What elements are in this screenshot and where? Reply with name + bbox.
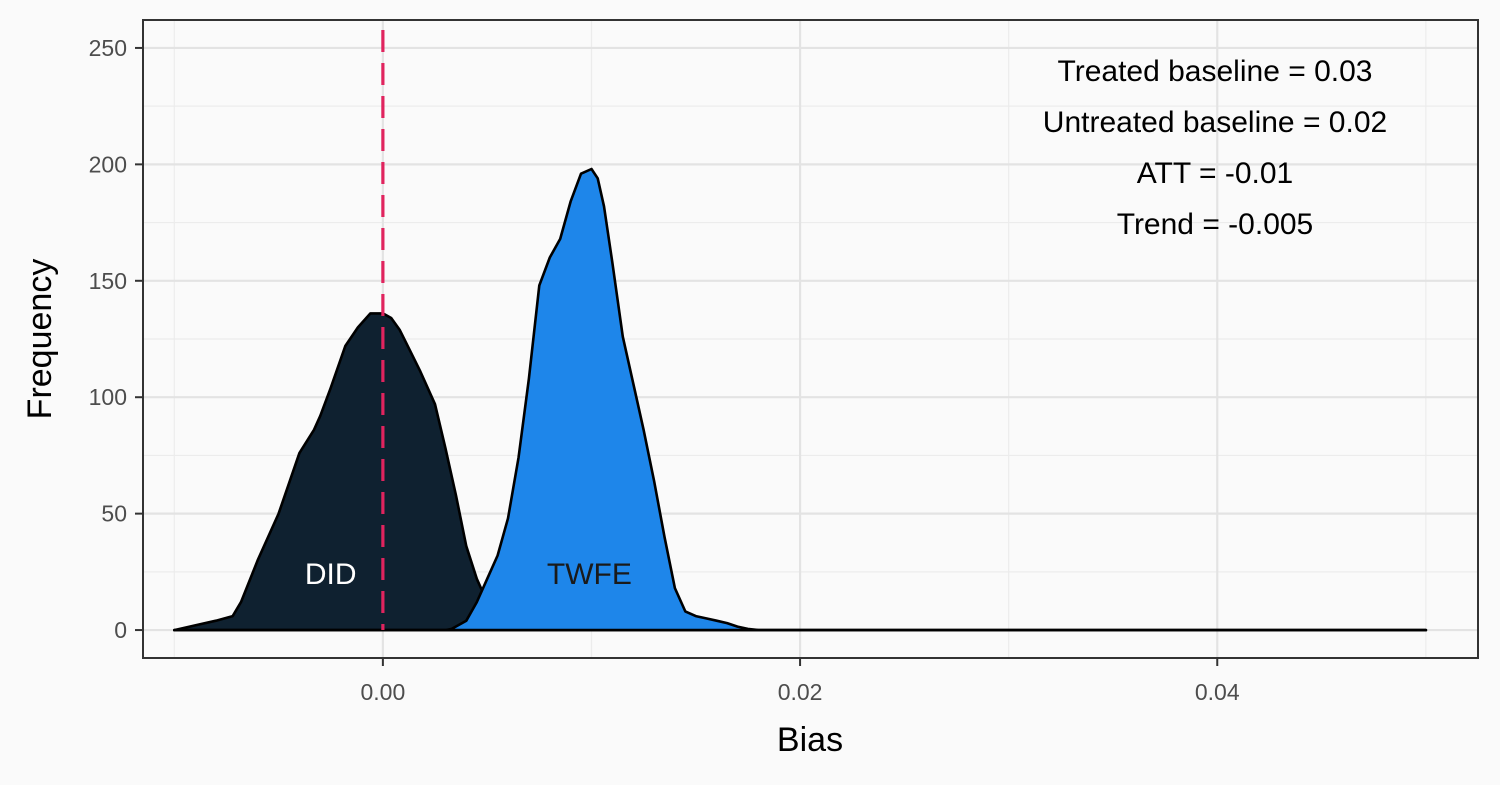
y-tick-label: 0 bbox=[114, 617, 127, 643]
y-tick-label: 50 bbox=[101, 501, 127, 527]
series-labels: DID TWFE bbox=[305, 558, 632, 591]
axes: 0.00 0.02 0.04 0 50 100 150 200 250 bbox=[89, 35, 1240, 705]
x-axis-title: Bias bbox=[777, 721, 843, 759]
y-axis-title: Frequency bbox=[21, 259, 59, 420]
density-areas bbox=[173, 167, 1428, 632]
annotations: Treated baseline = 0.03 Untreated baselin… bbox=[1043, 55, 1387, 241]
annotation-line: Trend = -0.005 bbox=[1117, 208, 1314, 241]
y-tick-label: 150 bbox=[89, 268, 127, 294]
y-tick-label: 100 bbox=[89, 384, 127, 410]
y-tick-label: 250 bbox=[89, 35, 127, 61]
series-label-did: DID bbox=[305, 558, 357, 591]
x-tick-label: 0.02 bbox=[778, 679, 823, 705]
series-label-twfe: TWFE bbox=[547, 558, 632, 591]
annotation-line: ATT = -0.01 bbox=[1137, 157, 1293, 190]
density-area-twfe bbox=[173, 167, 1428, 632]
x-tick-label: 0.00 bbox=[361, 679, 406, 705]
annotation-line: Treated baseline = 0.03 bbox=[1058, 55, 1373, 88]
y-tick-label: 200 bbox=[89, 151, 127, 177]
annotation-line: Untreated baseline = 0.02 bbox=[1043, 106, 1387, 139]
x-tick-label: 0.04 bbox=[1195, 679, 1240, 705]
plot-border bbox=[142, 19, 1479, 659]
